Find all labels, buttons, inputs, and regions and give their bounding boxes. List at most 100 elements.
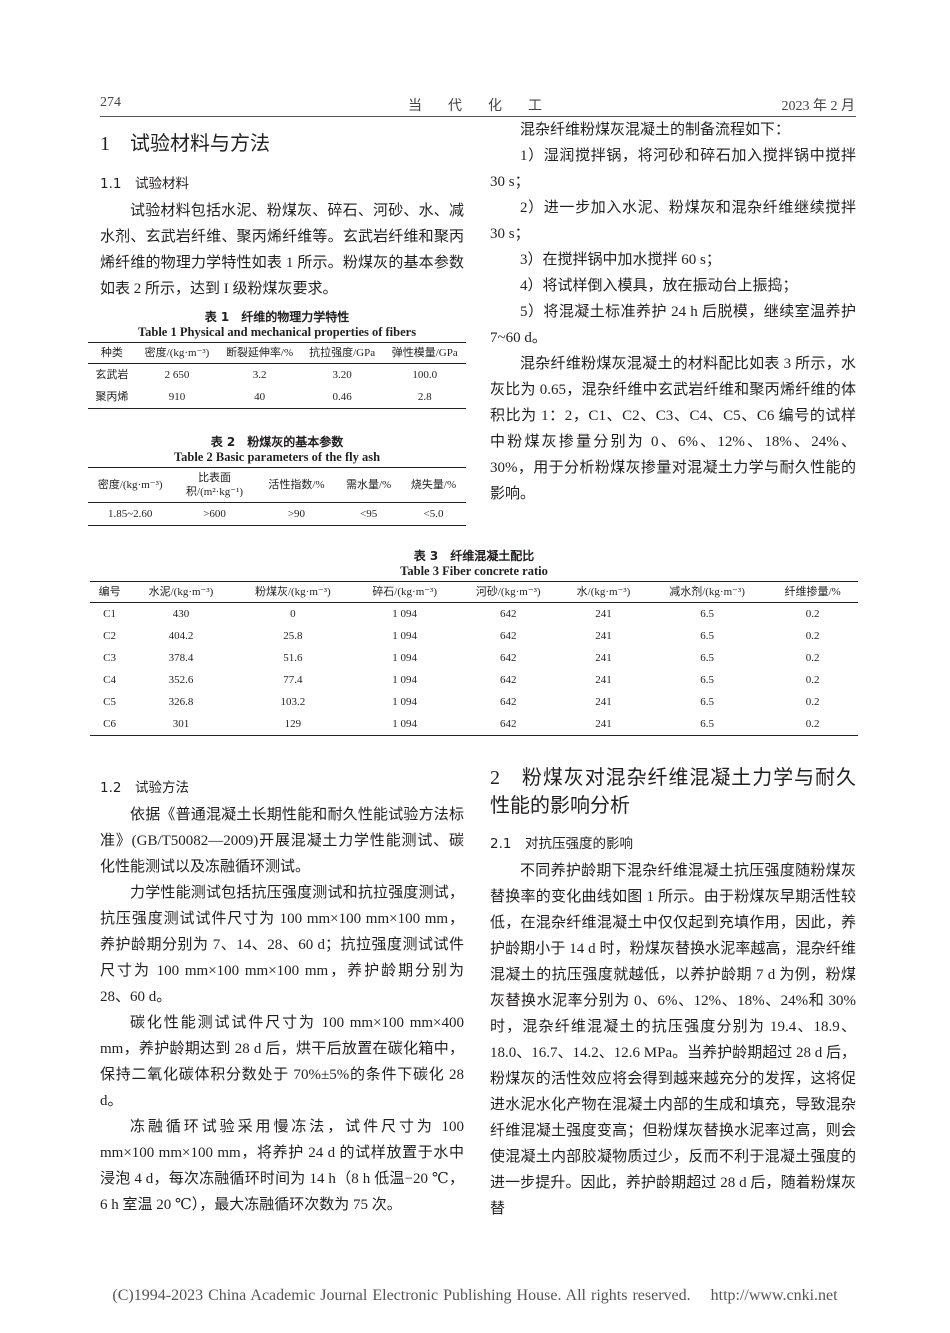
table-cell: 404.2: [168, 630, 194, 642]
table-cell: 77.4: [283, 674, 303, 686]
issue-date: 2023 年 2 月: [781, 99, 856, 114]
column-header: 河砂/(kg·m⁻³): [475, 586, 541, 598]
subsection-heading: 2.1 对抗压强度的影响: [490, 836, 633, 852]
table-cell: <95: [360, 508, 378, 520]
table-cell: 352.6: [168, 674, 194, 686]
column-header: 水泥/(kg·m⁻³): [148, 586, 214, 598]
table-cell: 1 094: [392, 608, 418, 620]
table-cell: 103.2: [280, 696, 306, 708]
table-title: 表 1 纤维的物理力学特性: [204, 310, 350, 324]
table-cell: C2: [103, 630, 117, 642]
column-header: 水/(kg·m⁻³): [576, 586, 631, 598]
table-cell: 40: [254, 391, 266, 403]
header-row: 密度/(kg·m⁻³) 比表面积/(m²·kg⁻¹) 活性指数/% 需水量/% 烧失量/…: [88, 467, 466, 503]
table-cell: 1 094: [392, 674, 418, 686]
table-cell: >600: [203, 508, 226, 520]
table-body: 1.85~2.60 >600 >90 <95 <5.0: [88, 503, 466, 526]
header-row: 编号 水泥/(kg·m⁻³) 粉煤灰/(kg·m⁻³) 碎石/(kg·m⁻³) 河砂/(…: [90, 581, 858, 603]
table-head: 种类 密度/(kg·m⁻³) 断裂延伸率/% 抗拉强度/GPa 弹性模量/GPa: [88, 342, 466, 364]
column-header: 烧失量/%: [410, 479, 457, 491]
table-body: 玄武岩 2 650 3.2 3.20 100.0 聚丙烯 910 40 0.46 2.8: [88, 364, 466, 409]
column-header: 比表面积/(m²·kg⁻¹): [186, 472, 244, 498]
table-cell: 241: [595, 674, 612, 686]
table-cell: 6.5: [700, 674, 714, 686]
table-row: 聚丙烯 910 40 0.46 2.8: [88, 386, 466, 409]
paragraph: 5）将混凝土标准养护 24 h 后脱模，继续室温养护 7~60 d。: [490, 304, 856, 346]
table-cell: 0.2: [805, 608, 820, 620]
column-header: 密度/(kg·m⁻³): [144, 347, 210, 359]
column-header: 断裂延伸率/%: [225, 347, 294, 359]
column-header: 粉煤灰/(kg·m⁻³): [254, 586, 331, 598]
right-bottom-column: 2 粉煤灰对混杂纤维混凝土力学与耐久性能的影响分析 2.1 对抗压强度的影响 不同养…: [490, 764, 856, 1222]
table-cell: 1.85~2.60: [107, 508, 153, 520]
table-cell: 642: [499, 674, 517, 686]
table-cell: C4: [103, 674, 117, 686]
table-cell: 0.2: [805, 674, 820, 686]
table-cell: C6: [103, 718, 117, 730]
table-row: 1.85~2.60 >600 >90 <95 <5.0: [88, 503, 466, 526]
table-title: 表 3 纤维混凝土配比: [413, 549, 535, 563]
table-body: C1 430 0 1 094 642 241 6.5 0.2 C2 404.2 25.8 1 094 6…: [90, 603, 858, 736]
table-cell: 51.6: [283, 652, 303, 664]
table-head: 编号 水泥/(kg·m⁻³) 粉煤灰/(kg·m⁻³) 碎石/(kg·m⁻³) 河砂/(…: [90, 581, 858, 603]
table-cell: 25.8: [283, 630, 303, 642]
paragraph: 依据《普通混凝土长期性能和耐久性能试验方法标准》(GB/T50082—2009)…: [100, 807, 464, 875]
table-cell: 6.5: [700, 608, 714, 620]
column-header: 种类: [100, 347, 123, 359]
paragraph: 混杂纤维粉煤灰混凝土的制备流程如下：: [520, 122, 791, 138]
table-cell: 241: [595, 696, 612, 708]
column-header: 碎石/(kg·m⁻³): [372, 586, 438, 598]
table-cell: 100.0: [412, 369, 438, 381]
table-2: 表 2 粉煤灰的基本参数 Table 2 Basic parameters of …: [88, 435, 466, 526]
paragraph: 碳化性能测试试件尺寸为 100 mm×100 mm×400 mm，养护龄期达到 …: [100, 1015, 464, 1109]
table-cell: 642: [499, 696, 517, 708]
table-cell: 3.2: [252, 369, 267, 381]
paragraph: 试验材料包括水泥、粉煤灰、碎石、河砂、水、减水剂、玄武岩纤维、聚丙烯纤维等。玄武…: [100, 203, 464, 297]
section-heading: 2 粉煤灰对混杂纤维混凝土力学与耐久性能的影响分析: [490, 767, 856, 817]
subsection-heading: 1.1 试验材料: [100, 176, 189, 192]
paragraph: 2）进一步加入水泥、粉煤灰和混杂纤维继续搅拌 30 s；: [490, 200, 856, 242]
table-cell: C1: [103, 608, 117, 620]
table-cell: 642: [499, 652, 517, 664]
table-title-en: Table 3 Fiber concrete ratio: [400, 564, 548, 578]
table-cell: 0.2: [805, 652, 820, 664]
table-cell: 129: [284, 718, 302, 730]
table-cell: 326.8: [168, 696, 194, 708]
table-cell: C5: [103, 696, 117, 708]
journal-name: 当 代 化 工: [408, 99, 548, 114]
table-cell: 642: [499, 608, 517, 620]
column-header: 密度/(kg·m⁻³): [97, 479, 163, 491]
paragraph: 力学性能测试包括抗压强度测试和抗拉强度测试，抗压强度测试试件尺寸为 100 mm…: [100, 885, 464, 1005]
table-title-en: Table 1 Physical and mechanical properti…: [137, 325, 417, 339]
table-row: 玄武岩 2 650 3.2 3.20 100.0: [88, 364, 466, 387]
table-cell: 1 094: [392, 696, 418, 708]
column-header: 抗拉强度/GPa: [309, 347, 376, 359]
paragraph: 冻融循环试验采用慢冻法，试件尺寸为 100 mm×100 mm×100 mm，将…: [100, 1119, 464, 1213]
table-cell: 0.46: [332, 391, 352, 403]
page-number: 274: [100, 95, 121, 110]
table-cell: 聚丙烯: [95, 391, 129, 403]
table-cell: 3.20: [332, 369, 352, 381]
table-cell: 0: [290, 608, 296, 620]
table-cell: 6.5: [700, 718, 714, 730]
section-heading: 1 试验材料与方法: [100, 133, 270, 155]
table-cell: 1 094: [392, 718, 418, 730]
table-cell: 6.5: [700, 696, 714, 708]
paragraph: 4）将试样倒入模具，放在振动台上振捣；: [520, 278, 798, 294]
table-cell: 241: [595, 630, 612, 642]
table-1: 表 1 纤维的物理力学特性 Table 1 Physical and mechan…: [88, 310, 466, 409]
table-cell: <5.0: [423, 508, 444, 520]
table-3: 表 3 纤维混凝土配比 Table 3 Fiber concrete ratio 编…: [90, 549, 858, 736]
left-top-column: 1 试验材料与方法 1.1 试验材料试验材料包括水泥、粉煤灰、碎石、河砂、水、减水…: [100, 130, 464, 302]
table-cell: 0.2: [805, 718, 820, 730]
table-cell: 6.5: [700, 652, 714, 664]
table-cell: >90: [287, 508, 306, 520]
table-cell: 1 094: [392, 652, 418, 664]
table-row: C2 404.2 25.8 1 094 642 241 6.5 0.2: [90, 625, 858, 647]
column-header: 编号: [98, 586, 121, 598]
table-cell: 910: [168, 391, 186, 403]
copyright: (C)1994-2023 China Academic Journal Elec…: [112, 1287, 691, 1304]
table-cell: 642: [499, 630, 517, 642]
table-cell: 6.5: [700, 630, 714, 642]
left-bottom-column: 1.2 试验方法 依据《普通混凝土长期性能和耐久性能试验方法标准》(GB/T500…: [100, 768, 464, 1218]
